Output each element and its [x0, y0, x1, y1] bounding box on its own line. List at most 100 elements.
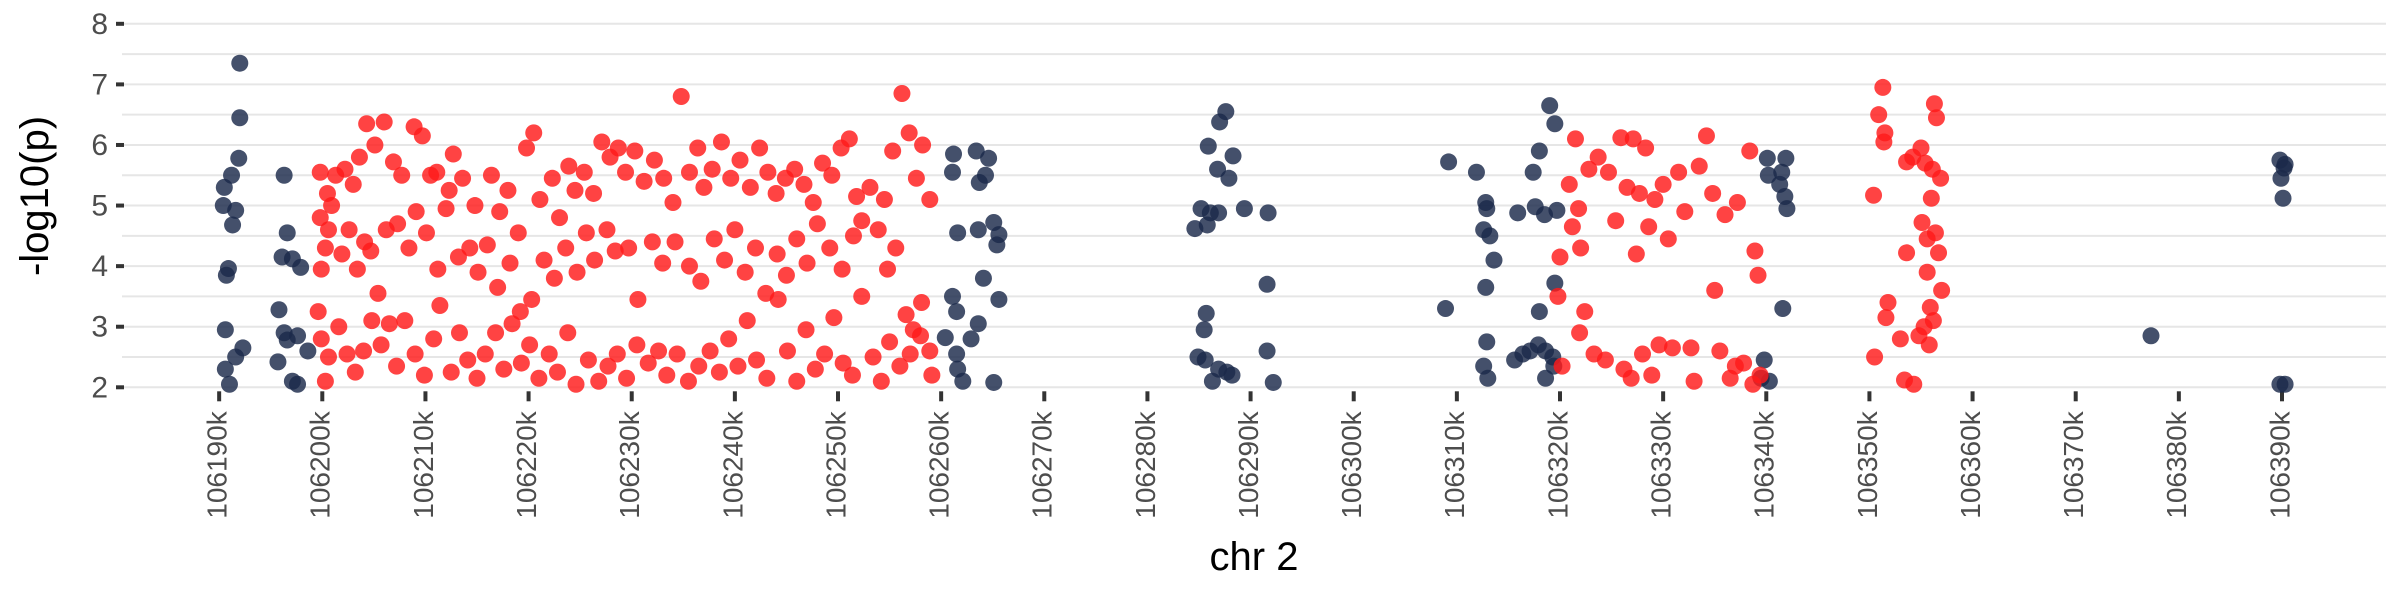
- data-point: [289, 327, 307, 345]
- data-point: [503, 315, 521, 333]
- data-point: [1537, 369, 1555, 387]
- data-point: [1541, 97, 1559, 115]
- y-tick-label: 5: [91, 190, 108, 223]
- data-point: [1670, 163, 1688, 181]
- x-tick-label: 106190k: [202, 410, 233, 518]
- data-point: [459, 351, 477, 369]
- data-point: [954, 372, 972, 390]
- data-point: [593, 133, 611, 151]
- x-tick-label: 106220k: [511, 410, 542, 518]
- data-point: [1924, 312, 1942, 330]
- data-point: [1898, 244, 1916, 262]
- data-point: [875, 190, 893, 208]
- data-point: [1220, 169, 1238, 187]
- data-point: [806, 360, 824, 378]
- data-point: [848, 187, 866, 205]
- data-point: [568, 263, 586, 281]
- data-point: [311, 209, 329, 227]
- data-point: [1905, 375, 1923, 393]
- data-point: [309, 303, 327, 321]
- data-point: [1570, 200, 1588, 218]
- data-point: [231, 54, 249, 72]
- data-point: [701, 342, 719, 360]
- data-point: [362, 242, 380, 260]
- data-point: [778, 342, 796, 360]
- data-point: [1874, 78, 1892, 96]
- data-point: [1755, 351, 1773, 369]
- data-point: [380, 315, 398, 333]
- data-point: [1777, 149, 1795, 167]
- data-point: [540, 345, 558, 363]
- data-point: [1875, 133, 1893, 151]
- data-point: [2274, 189, 2292, 207]
- data-point: [967, 142, 985, 160]
- data-point: [879, 260, 897, 278]
- data-point: [333, 245, 351, 263]
- data-points: [214, 54, 2294, 393]
- data-point: [949, 224, 967, 242]
- data-point: [1630, 184, 1648, 202]
- data-point: [618, 369, 636, 387]
- data-point: [531, 190, 549, 208]
- data-point: [1571, 324, 1589, 342]
- data-point: [1921, 298, 1939, 316]
- data-point: [980, 149, 998, 167]
- data-point: [695, 178, 713, 196]
- data-point: [1485, 251, 1503, 269]
- data-point: [834, 354, 852, 372]
- data-point: [628, 336, 646, 354]
- data-point: [1210, 204, 1228, 222]
- data-point: [1198, 216, 1216, 234]
- data-point: [884, 142, 902, 160]
- data-point: [375, 113, 393, 131]
- data-point: [1549, 287, 1567, 305]
- data-point: [921, 190, 939, 208]
- data-point: [1264, 373, 1282, 391]
- data-point: [598, 221, 616, 239]
- data-point: [664, 194, 682, 212]
- x-tick-label: 106300k: [1336, 410, 1367, 518]
- y-tick-label: 6: [91, 129, 108, 162]
- data-point: [413, 127, 431, 145]
- x-tick-label: 106320k: [1542, 410, 1573, 518]
- data-point: [853, 212, 871, 230]
- data-point: [230, 149, 248, 167]
- data-point: [1478, 200, 1496, 218]
- data-point: [372, 336, 390, 354]
- data-point: [384, 153, 402, 171]
- data-point: [864, 348, 882, 366]
- data-point: [887, 239, 905, 257]
- data-point: [231, 109, 249, 127]
- data-point: [943, 287, 961, 305]
- data-point: [1778, 200, 1796, 218]
- data-point: [216, 360, 234, 378]
- data-point: [575, 163, 593, 181]
- data-point: [566, 181, 584, 199]
- data-point: [1509, 204, 1527, 222]
- data-point: [567, 375, 585, 393]
- data-point: [336, 160, 354, 178]
- data-point: [577, 224, 595, 242]
- data-point: [557, 239, 575, 257]
- data-point: [1258, 275, 1276, 293]
- data-point: [710, 363, 728, 381]
- y-tick-label: 2: [91, 371, 108, 404]
- data-point: [1749, 266, 1767, 284]
- data-point: [366, 136, 384, 154]
- data-point: [396, 312, 414, 330]
- data-point: [798, 254, 816, 272]
- data-point: [672, 88, 690, 106]
- data-point: [220, 375, 238, 393]
- data-point: [586, 251, 604, 269]
- data-point: [350, 148, 368, 166]
- data-point: [216, 321, 234, 339]
- data-point: [487, 324, 505, 342]
- data-point: [227, 348, 245, 366]
- data-point: [943, 163, 961, 181]
- data-point: [716, 251, 734, 269]
- data-point: [969, 221, 987, 239]
- data-point: [312, 260, 330, 278]
- data-point: [1659, 230, 1677, 248]
- data-point: [559, 324, 577, 342]
- x-tick-label: 106290k: [1233, 410, 1264, 518]
